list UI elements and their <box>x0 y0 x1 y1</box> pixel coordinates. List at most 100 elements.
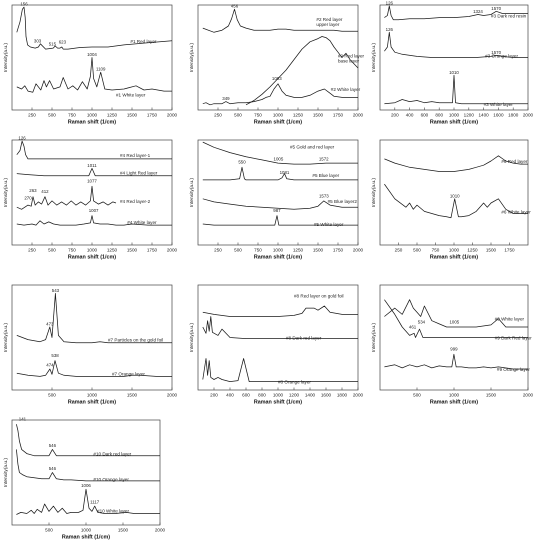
peak-label: 1077 <box>87 179 97 184</box>
x-tick-label: 500 <box>48 248 56 253</box>
peak-label: 461 <box>409 325 417 330</box>
x-tick-label: 1600 <box>321 393 332 398</box>
series-label: base layer <box>338 59 360 64</box>
series-line <box>384 353 528 370</box>
peak-label: 534 <box>418 319 426 324</box>
series-line <box>202 358 358 382</box>
x-tick-label: 200 <box>210 393 218 398</box>
x-tick-label: 1750 <box>147 248 158 253</box>
series-label: #10 Dark red layer <box>93 452 131 457</box>
series-label: #7 Orange layer <box>112 371 145 376</box>
peak-label: 1005 <box>449 319 459 324</box>
x-tick-label: 1500 <box>127 113 138 118</box>
series-label: #5 Blue layer2 <box>328 199 358 204</box>
series-label: #1 White layer <box>116 92 146 97</box>
series-label: #8 Dark red layer <box>286 336 322 341</box>
spectrum-panel-p3: 200 400 600 800 1000 1200 1400 1600 1800 2000 Rama… <box>371 1 534 126</box>
x-axis-label: Raman shift (1/cm) <box>68 255 116 261</box>
y-axis-label: Intensity(a.u.) <box>3 458 9 487</box>
x-tick-label: 400 <box>406 113 414 118</box>
spectrum-panel-p5: 250 500 750 1000 1250 1500 1750 2000 Raman shift… <box>189 139 364 261</box>
peak-label: 1003 <box>272 76 282 81</box>
peak-label: 1010 <box>450 193 460 198</box>
series-line <box>16 449 160 482</box>
series-line <box>384 31 528 58</box>
peak-label: 412 <box>41 189 49 194</box>
series-line <box>202 83 358 106</box>
peak-label: 349 <box>222 96 230 101</box>
x-tick-label: 250 <box>214 248 222 253</box>
x-tick-label: 1250 <box>107 248 118 253</box>
series-line <box>16 168 172 177</box>
x-tick-label: 1000 <box>273 248 284 253</box>
x-axis-label: Raman shift (1/cm) <box>68 400 116 406</box>
x-tick-label: 1000 <box>87 393 98 398</box>
x-tick-label: 500 <box>48 393 56 398</box>
series-label: #5 White layer <box>314 222 344 227</box>
plot-frame <box>11 419 161 526</box>
y-axis-label: Intensity(a.u.) <box>371 178 377 207</box>
peak-label: 546 <box>49 466 57 471</box>
series-label: #1 Red layer <box>130 39 157 44</box>
series-line <box>202 305 358 317</box>
series-label: #4 Light Red layer <box>120 171 158 176</box>
x-tick-label: 2000 <box>353 393 364 398</box>
x-tick-label: 250 <box>28 248 36 253</box>
x-tick-label: 2000 <box>523 113 534 118</box>
series-line <box>16 360 172 377</box>
series-line <box>202 8 358 33</box>
peak-label: 1572 <box>319 157 329 162</box>
series-line <box>384 74 528 105</box>
y-axis-label: Intensity(a.u.) <box>189 178 195 207</box>
series-line <box>202 166 358 181</box>
x-tick-label: 500 <box>48 113 56 118</box>
x-tick-label: 750 <box>254 113 262 118</box>
x-tick-label: 1000 <box>81 528 92 533</box>
peak-label: 1324 <box>473 9 483 14</box>
x-tick-label: 750 <box>432 248 440 253</box>
x-tick-label: 600 <box>242 393 250 398</box>
x-tick-label: 1400 <box>478 113 489 118</box>
spectrum-panel-p8: 200 400 600 800 1000 1200 1400 1600 1800 2000 Rama… <box>189 284 364 406</box>
x-tick-label: 400 <box>226 393 234 398</box>
x-tick-label: 1500 <box>127 248 138 253</box>
peak-label: 1570 <box>491 50 501 55</box>
x-tick-label: 750 <box>254 248 262 253</box>
x-tick-label: 1250 <box>467 248 478 253</box>
series-line <box>384 5 528 21</box>
peak-label: 1570 <box>491 6 501 11</box>
x-tick-label: 1750 <box>333 113 344 118</box>
x-tick-label: 1750 <box>333 248 344 253</box>
series-label: #6 Red layer <box>501 159 528 164</box>
x-tick-label: 600 <box>421 113 429 118</box>
x-axis-label: Raman shift (1/cm) <box>254 120 302 126</box>
series-label: #3 Orange layer <box>485 54 518 59</box>
series-label: #10 White layer <box>97 508 129 513</box>
series-label: #8 Red layer on gold foil <box>294 294 344 299</box>
x-tick-label: 2000 <box>353 248 364 253</box>
series-line <box>384 183 528 219</box>
peak-label: 303 <box>34 38 42 43</box>
y-axis-label: Intensity(a.u.) <box>3 323 9 352</box>
x-tick-label: 1500 <box>313 248 324 253</box>
y-axis-label: Intensity(a.u.) <box>189 43 195 72</box>
x-tick-label: 1000 <box>87 248 98 253</box>
x-tick-label: 1800 <box>337 393 348 398</box>
series-line <box>16 140 172 160</box>
x-tick-label: 1000 <box>449 113 460 118</box>
series-line <box>16 185 117 210</box>
series-line <box>202 198 358 210</box>
peak-label: 623 <box>59 39 67 44</box>
series-label: #8 Orange layer <box>278 380 311 385</box>
series-line <box>202 215 358 226</box>
y-axis-label: Intensity(a.u.) <box>371 43 377 72</box>
peak-label: 1011 <box>87 163 97 168</box>
peak-label: 538 <box>51 353 59 358</box>
series-label: upper layer <box>316 22 339 27</box>
peak-label: 456 <box>231 4 239 9</box>
x-tick-label: 250 <box>28 113 36 118</box>
peak-label: 126 <box>18 136 26 141</box>
x-axis-label: Raman shift (1/cm) <box>62 535 110 541</box>
x-tick-label: 1500 <box>486 248 497 253</box>
